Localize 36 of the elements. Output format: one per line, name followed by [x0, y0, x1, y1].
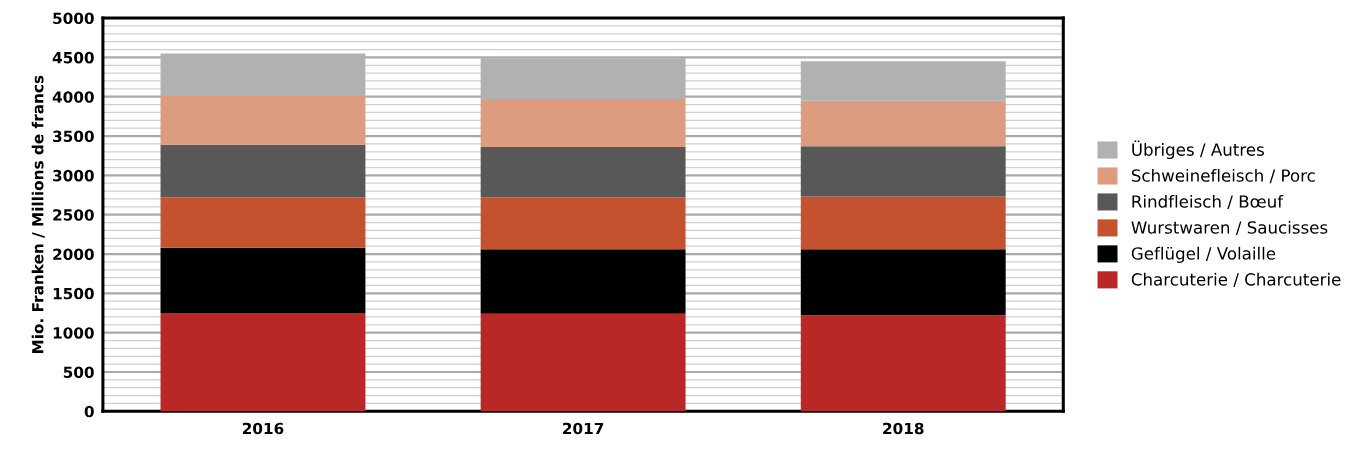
bar — [800, 146, 1006, 197]
bar — [160, 313, 366, 412]
bar — [800, 249, 1006, 316]
y-tick-label: 2500 — [53, 209, 94, 221]
y-tick-label: 3500 — [53, 130, 94, 143]
y-tick-label: 3000 — [53, 169, 94, 182]
bar — [480, 313, 686, 412]
bar — [800, 100, 1006, 147]
y-tick-label: 1500 — [53, 287, 94, 300]
x-tick-label: 2018 — [883, 422, 924, 435]
y-tick-label: 4000 — [52, 91, 94, 103]
bar — [480, 99, 686, 148]
legend-label: Rindfleisch / Bœuf — [1132, 194, 1284, 210]
x-tick-label: 2016 — [242, 422, 284, 435]
bar — [480, 249, 686, 314]
legend-label: Geflügel / Volaille — [1131, 246, 1276, 263]
bar — [480, 197, 686, 250]
legend-label: Wurstwaren / Saucisses — [1131, 220, 1328, 236]
bar — [160, 144, 366, 198]
bar — [160, 197, 366, 248]
y-tick-label: 0 — [84, 405, 94, 418]
legend-label: Charcuterie / Charcuterie — [1131, 272, 1341, 288]
y-tick-label: 1000 — [53, 327, 94, 339]
bar — [800, 196, 1006, 250]
y-tick-label: 500 — [63, 366, 94, 379]
legend-label: Schweinefleisch / Porc — [1131, 168, 1315, 184]
x-tick-label: 2017 — [563, 422, 604, 435]
bar — [160, 95, 366, 145]
y-axis-title: Mio. Franken / Millions de francs — [31, 75, 45, 354]
y-tick-label: 4500 — [52, 51, 94, 64]
y-tick-label: 5000 — [53, 12, 94, 25]
bar — [160, 247, 366, 314]
bar — [480, 147, 686, 198]
legend-label: Übriges / Autres — [1132, 140, 1264, 160]
y-tick-label: 2000 — [53, 248, 94, 261]
bar — [800, 315, 1006, 412]
